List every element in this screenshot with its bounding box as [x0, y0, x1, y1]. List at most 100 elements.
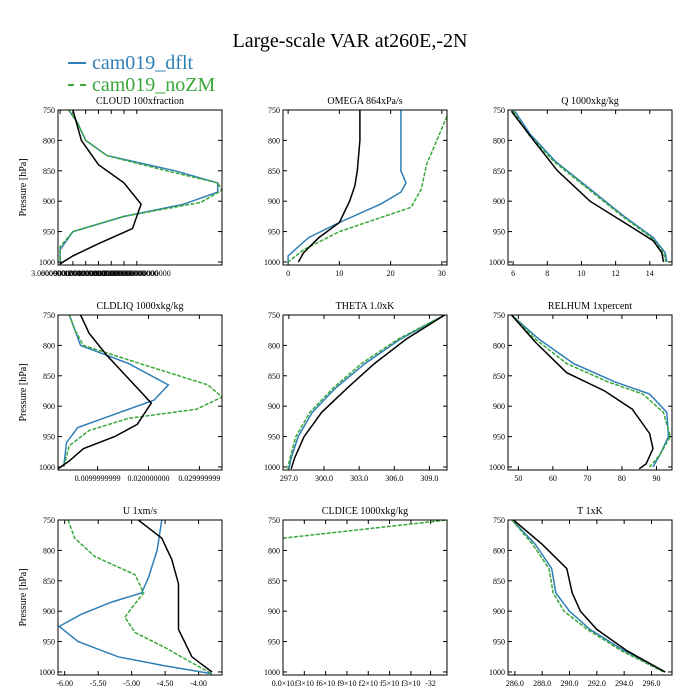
y-tick-label: 800	[268, 341, 280, 350]
x-tick-label: -4.50	[157, 679, 174, 688]
legend-label-dflt: cam019_dflt	[92, 51, 194, 74]
x-tick-label: 0.020000000	[127, 474, 169, 483]
x-tick-label: 90	[652, 474, 660, 483]
y-tick-label: 1000	[489, 668, 505, 677]
subplot-2: OMEGA 864xPa/s 750 800 850 900 950 1000 0 10 20 30	[264, 96, 448, 278]
x-tick-label: 288.0	[533, 679, 551, 688]
x-tick-label: 15000000000000000	[77, 269, 145, 278]
y-tick-label: 850	[493, 372, 505, 381]
legend-item-nozm: cam019_noZM	[68, 74, 215, 96]
x-tick-label: 309.0	[420, 474, 438, 483]
x-tick-label: 0.0×10	[272, 679, 295, 688]
y-axis-label: Pressure [hPa]	[18, 363, 29, 421]
legend-swatch-nozm	[68, 84, 86, 86]
subplot-7: U 1xm/s Pressure [hPa] 750 800 850 900 950 1000…	[18, 506, 223, 688]
y-tick-label: 750	[493, 516, 505, 525]
x-tick-label: -4.00	[190, 679, 207, 688]
subplot-3: Q 1000xkg/kg 750 800 850 900 950 1000 6 8 10 12 14	[489, 96, 673, 278]
y-tick-label: 900	[268, 607, 280, 616]
y-tick-label: 800	[43, 136, 55, 145]
x-tick-label: 60	[549, 474, 557, 483]
series-line-cam019_dflt	[288, 315, 446, 469]
plot-frame	[282, 314, 448, 471]
y-tick-label: 950	[493, 228, 505, 237]
x-tick-label: 10	[335, 269, 343, 278]
x-tick-label: 300.0	[315, 474, 333, 483]
series-line-cam019_dflt	[511, 520, 666, 673]
x-tick-label: 297.0	[280, 474, 298, 483]
y-tick-label: 1000	[264, 668, 280, 677]
x-tick-label: 80	[618, 474, 626, 483]
y-axis-label: Pressure [hPa]	[18, 568, 29, 626]
y-tick-label: 950	[43, 228, 55, 237]
plot-frame	[282, 109, 448, 266]
series-line-cam019_dflt	[62, 315, 170, 468]
legend-item-dflt: cam019_dflt	[68, 52, 215, 74]
x-tick-label: 21000000000000000	[103, 269, 171, 278]
x-tick-label: 0.0099999999	[75, 474, 121, 483]
plot-frame	[57, 109, 223, 266]
subplot-title: CLDLIQ 1000xkg/kg	[97, 301, 184, 312]
y-tick-label: 800	[268, 136, 280, 145]
x-tick-label: 30	[438, 269, 446, 278]
x-tick-label: 14	[646, 269, 654, 278]
y-tick-label: 750	[268, 516, 280, 525]
series-line-cam019_dflt	[287, 110, 407, 262]
legend-label-nozm: cam019_noZM	[92, 73, 216, 96]
series-line-cam019_dflt	[514, 110, 668, 263]
x-tick-label: 296.0	[643, 679, 661, 688]
y-tick-label: 900	[493, 607, 505, 616]
subplot-title: RELHUM 1xpercent	[548, 301, 632, 312]
subplot-6: RELHUM 1xpercent 750 800 850 900 950 1000 50 60 7…	[489, 301, 673, 483]
x-tick-label: 12	[612, 269, 620, 278]
plot-frame	[507, 109, 673, 266]
series-line-reference	[297, 110, 361, 263]
y-tick-label: 800	[43, 341, 55, 350]
x-tick-label: 286.0	[506, 679, 524, 688]
y-tick-label: 750	[43, 106, 55, 115]
x-tick-label: -5.00	[123, 679, 140, 688]
series-line-reference	[513, 520, 666, 673]
y-tick-label: 1000	[39, 668, 55, 677]
series-line-cam019_dflt	[511, 315, 670, 468]
series-line-cam019_dflt	[59, 110, 219, 262]
y-tick-label: 950	[43, 433, 55, 442]
series-line-reference	[510, 315, 654, 470]
y-tick-label: 950	[493, 638, 505, 647]
x-tick-label: 9000000000000000	[54, 269, 118, 278]
x-tick-label: 0.029999999	[178, 474, 220, 483]
y-tick-label: 750	[493, 311, 505, 320]
x-tick-label: 0	[286, 269, 290, 278]
series-line-reference	[58, 315, 153, 470]
x-tick-label: f2×10	[359, 679, 378, 688]
x-tick-label: 18000000000000000	[90, 269, 158, 278]
y-tick-label: 950	[493, 433, 505, 442]
y-tick-label: 1000	[264, 258, 280, 267]
legend: cam019_dflt cam019_noZM	[68, 52, 215, 96]
plot-frame	[57, 314, 223, 471]
y-tick-label: 850	[43, 577, 55, 586]
x-tick-label: 294.0	[615, 679, 633, 688]
y-tick-label: 900	[493, 402, 505, 411]
y-tick-label: 800	[493, 546, 505, 555]
subplot-title: THETA 1.0xK	[336, 301, 395, 312]
series-line-reference	[137, 520, 213, 673]
series-line-cam019_noZM	[512, 110, 667, 263]
y-tick-label: 750	[43, 311, 55, 320]
x-tick-label: 8	[545, 269, 549, 278]
plot-frame	[507, 519, 673, 676]
y-axis-label: Pressure [hPa]	[18, 158, 29, 216]
series-line-cam019_noZM	[62, 315, 222, 468]
y-tick-label: 850	[493, 577, 505, 586]
x-tick-label: 70	[583, 474, 591, 483]
series-line-cam019_noZM	[511, 520, 665, 673]
x-tick-label: 6	[511, 269, 515, 278]
y-tick-label: 900	[268, 197, 280, 206]
y-tick-label: 750	[268, 106, 280, 115]
series-line-cam019_noZM	[59, 110, 222, 262]
x-tick-label: -5.50	[90, 679, 107, 688]
series-line-cam019_noZM	[286, 315, 446, 469]
y-tick-label: 800	[43, 546, 55, 555]
